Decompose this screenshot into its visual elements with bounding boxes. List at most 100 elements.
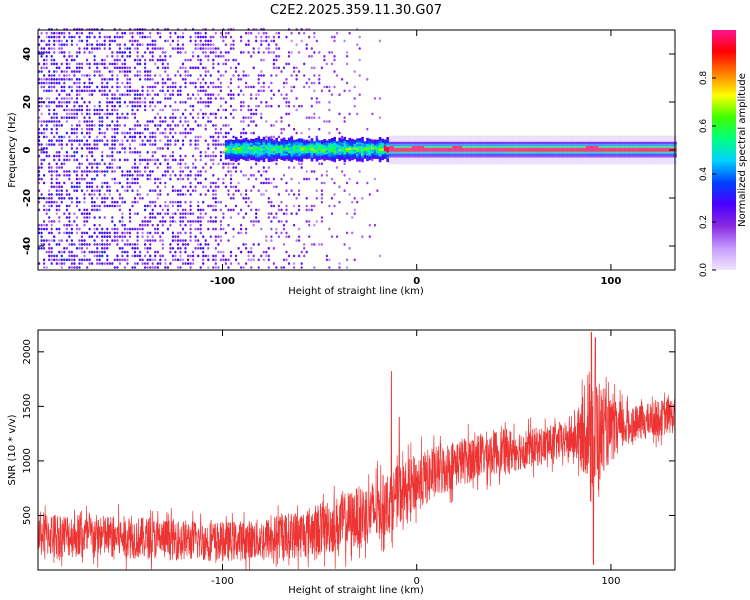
spectrogram-cell (161, 81, 164, 85)
spectrogram-band-cell (626, 149, 629, 152)
spectrogram-band-cell (323, 144, 326, 147)
spectrogram-cell (88, 74, 91, 77)
spectrogram-cell (298, 189, 301, 192)
spectrogram-halo-cell (532, 135, 536, 165)
spectrogram-cell (222, 135, 225, 139)
spectrogram-cell (343, 174, 346, 177)
colorbar-tick-label: 0.8 (699, 71, 709, 86)
spectrogram-cell (260, 89, 263, 93)
spectrogram-band-cell (328, 139, 331, 142)
spectrogram-cell (187, 243, 190, 246)
spectrogram-cell (285, 220, 288, 223)
spectrogram-band-cell (452, 147, 455, 150)
spectrogram-cell (240, 120, 243, 123)
spectrogram-band-cell (537, 147, 541, 150)
spectrogram-cell (287, 235, 291, 238)
spectrogram-band-cell (333, 138, 336, 141)
spectrogram-cell (252, 47, 255, 50)
spectrogram-band-cell (388, 147, 392, 150)
spectrogram-cell (222, 254, 225, 258)
spectrogram-cell (133, 177, 137, 181)
spectrogram-cell (70, 55, 73, 58)
spectrogram-cell (282, 266, 286, 269)
spectrogram-band-cell (343, 154, 347, 157)
spectrogram-cell (133, 158, 137, 162)
spectrogram-cell (80, 231, 84, 235)
spectrogram-band-cell (633, 145, 637, 148)
spectrogram-cell (83, 200, 86, 204)
spectrogram-cell (50, 62, 53, 66)
spectrogram-band-cell (356, 138, 359, 141)
spectrogram-cell (58, 135, 61, 139)
spectrogram-band-cell (338, 137, 341, 140)
spectrogram-cell (73, 266, 76, 269)
spectrogram-cell (151, 47, 154, 50)
spectrogram-cell (45, 151, 48, 154)
spectrogram-cell (250, 108, 253, 112)
spectrogram-band-cell (240, 147, 243, 150)
spectrogram-cell (96, 189, 99, 192)
spectrogram-cell (187, 58, 190, 62)
spectrogram-cell (45, 127, 48, 131)
spectrogram-cell (101, 170, 104, 173)
spectrogram-band-cell (505, 147, 508, 150)
spectrogram-band-cell (399, 147, 402, 150)
spectrogram-cell (48, 51, 51, 54)
spectrogram-band-cell (613, 145, 617, 148)
spectrogram-band-cell (277, 150, 281, 154)
spectrogram-cell (139, 151, 142, 154)
spectrogram-band-cell (626, 143, 629, 146)
spectrogram-band-cell (429, 155, 432, 158)
spectrogram-cell (128, 212, 132, 215)
spectrogram-cell (98, 262, 101, 265)
spectrogram-cell (38, 97, 41, 100)
spectrogram-cell (86, 112, 89, 116)
spectrogram-band-cell (444, 143, 448, 146)
spectrogram-cell (116, 189, 119, 192)
spectrogram-band-cell (626, 147, 629, 150)
spectrogram-cell (139, 193, 142, 196)
spectrogram-cell (346, 81, 349, 85)
spectrogram-cell (333, 85, 336, 89)
spectrogram-cell (75, 81, 79, 85)
spectrogram-band-cell (643, 145, 647, 148)
spectrogram-band-cell (618, 147, 622, 150)
spectrogram-band-cell (532, 147, 536, 150)
spectrogram-band-cell (532, 149, 536, 152)
spectrogram-cell (161, 231, 164, 235)
spectrogram-band-cell (530, 155, 533, 158)
spectrogram-halo-cell (464, 135, 468, 165)
spectrogram-cell (98, 108, 101, 112)
spectrogram-halo-cell (429, 135, 432, 165)
spectrogram-cell (202, 235, 205, 238)
spectrogram-cell (88, 262, 91, 265)
spectrogram-band-cell (457, 155, 460, 158)
spectrogram-cell (176, 162, 180, 166)
spectrogram-cell (141, 258, 144, 262)
spectrogram-cell (179, 131, 182, 135)
spectrogram-cell (328, 258, 331, 262)
spectrogram-cell (171, 127, 174, 131)
spectrogram-cell (65, 66, 68, 70)
spectrogram-cell (126, 231, 129, 235)
spectrogram-band-cell (578, 145, 581, 148)
spectrogram-band-cell (323, 156, 326, 159)
spectrogram-cell (176, 47, 180, 50)
spectrogram-band-cell (542, 151, 546, 154)
spectrogram-band-cell (530, 147, 533, 150)
spectrogram-cell (161, 47, 164, 50)
spectrogram-band-cell (537, 145, 541, 148)
spectrogram-cell (50, 127, 53, 131)
spectrogram-cell (179, 101, 182, 104)
spectrogram-halo-cell (500, 135, 503, 165)
spectrogram-cell (265, 189, 268, 192)
spectrogram-band-cell (502, 149, 506, 152)
spectrogram-cell (192, 250, 195, 254)
spectrogram-cell (123, 62, 126, 66)
spectrogram-cell (113, 139, 116, 142)
spectrogram-cell (96, 250, 99, 254)
spectrogram-band-cell (628, 147, 632, 150)
spectrogram-band-cell (262, 142, 266, 145)
spectrogram-band-cell (502, 145, 506, 148)
spectrogram-band-cell (664, 151, 667, 154)
